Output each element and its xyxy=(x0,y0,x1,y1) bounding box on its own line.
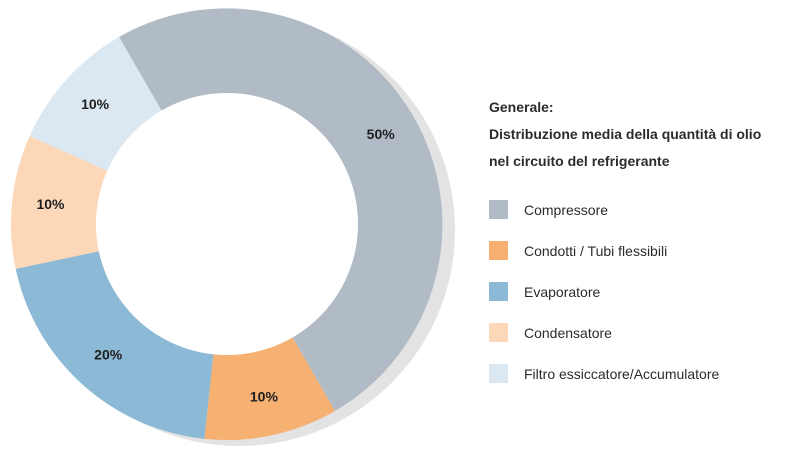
legend-label: Condensatore xyxy=(524,324,612,341)
legend-label: Filtro essiccatore/Accumulatore xyxy=(524,365,720,382)
legend-swatch xyxy=(489,241,508,260)
slice-compressore xyxy=(119,8,443,412)
data-label-condensatore: 10% xyxy=(36,196,65,212)
data-labels: 50% 10% 20% 10% 10% xyxy=(36,96,395,404)
slice-filtro xyxy=(29,36,162,171)
legend-label: Evaporatore xyxy=(524,283,601,300)
legend-list: Compressore Condotti / Tubi flessibili E… xyxy=(489,189,794,394)
legend-item-condensatore: Condensatore xyxy=(489,312,794,353)
legend-swatch xyxy=(489,200,508,219)
legend-item-compressore: Compressore xyxy=(489,189,794,230)
legend: Generale: Distribuzione media della quan… xyxy=(489,94,794,394)
chart-subtitle-line-1: Distribuzione media della quantità di ol… xyxy=(489,126,762,142)
slice-condotti xyxy=(204,337,335,441)
chart-title: Generale: xyxy=(489,99,554,115)
data-label-compressore: 50% xyxy=(367,126,396,142)
legend-swatch xyxy=(489,282,508,301)
legend-swatch xyxy=(489,364,508,383)
legend-item-evaporatore: Evaporatore xyxy=(489,271,794,312)
data-label-condotti: 10% xyxy=(250,388,279,404)
data-label-filtro: 10% xyxy=(81,96,110,112)
chart-subtitle-line-2: nel circuito del refrigerante xyxy=(489,153,670,169)
donut-slices xyxy=(10,8,443,441)
slice-condensatore xyxy=(10,136,108,269)
legend-swatch xyxy=(489,323,508,342)
legend-item-filtro: Filtro essiccatore/Accumulatore xyxy=(489,353,794,394)
legend-label: Compressore xyxy=(524,201,609,218)
legend-item-condotti: Condotti / Tubi flessibili xyxy=(489,230,794,271)
donut-hole xyxy=(96,93,358,355)
slice-evaporatore xyxy=(15,251,214,439)
data-label-evaporatore: 20% xyxy=(94,347,123,363)
legend-label: Condotti / Tubi flessibili xyxy=(524,242,668,259)
